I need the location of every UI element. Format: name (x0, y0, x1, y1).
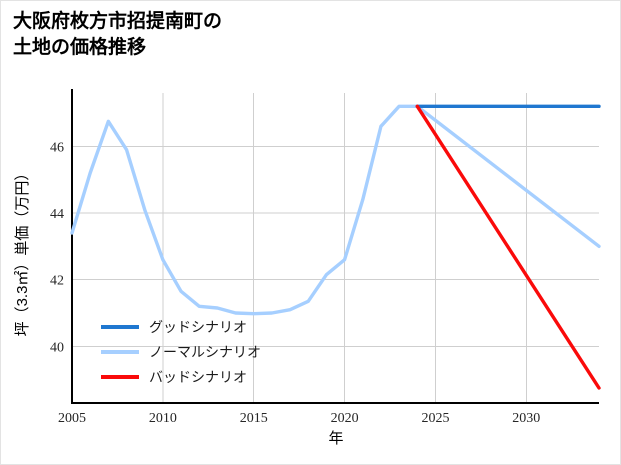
x-tick-label: 2010 (149, 411, 177, 426)
series-group (70, 104, 601, 390)
gridlines-group (71, 93, 599, 403)
legend-label[interactable]: ノーマルシナリオ (149, 344, 261, 360)
x-axis-title: 年 (328, 430, 343, 447)
y-tick-label: 46 (50, 140, 64, 155)
legend-label[interactable]: バッドシナリオ (149, 369, 247, 385)
y-tick-label: 40 (50, 340, 64, 355)
y-tick-labels-group: 40 42 44 46 (50, 140, 64, 355)
chart-title: 大阪府枚方市招提南町の 土地の価格推移 (13, 11, 223, 58)
x-tick-labels-group: 2005 2010 2015 2020 2025 2030 (58, 411, 540, 426)
series-line (415, 104, 601, 390)
legend-label[interactable]: グッドシナリオ (149, 319, 247, 335)
y-tick-label: 42 (50, 274, 64, 289)
x-tick-label: 2025 (421, 411, 449, 426)
axes-group (70, 89, 599, 405)
x-tick-label: 2020 (331, 411, 359, 426)
series-line (70, 104, 601, 316)
y-tick-label: 44 (50, 207, 64, 222)
x-tick-label: 2015 (240, 411, 268, 426)
x-tick-label: 2005 (58, 411, 86, 426)
x-tick-label: 2030 (512, 411, 540, 426)
y-axis-title: 坪（3.3㎡）単価（万円） (14, 166, 31, 337)
